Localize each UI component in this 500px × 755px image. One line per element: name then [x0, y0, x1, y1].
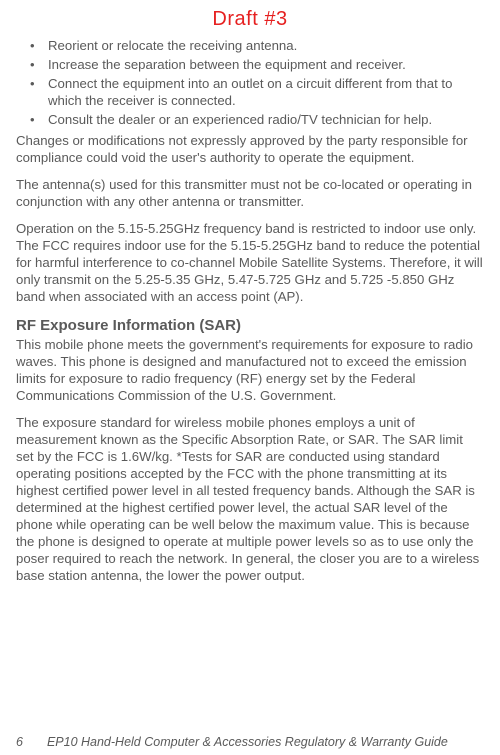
page-number: 6: [16, 735, 23, 749]
bullet-text: Increase the separation between the equi…: [48, 56, 484, 73]
body-paragraph: Operation on the 5.15-5.25GHz frequency …: [16, 220, 484, 305]
list-item: • Connect the equipment into an outlet o…: [30, 75, 484, 109]
bullet-marker: •: [30, 111, 48, 128]
list-item: • Consult the dealer or an experienced r…: [30, 111, 484, 128]
bullet-text: Consult the dealer or an experienced rad…: [48, 111, 484, 128]
bullet-text: Connect the equipment into an outlet on …: [48, 75, 484, 109]
bullet-list: • Reorient or relocate the receiving ant…: [16, 37, 484, 128]
bullet-text: Reorient or relocate the receiving anten…: [48, 37, 484, 54]
footer-title: EP10 Hand-Held Computer & Accessories Re…: [47, 735, 448, 749]
body-paragraph: Changes or modifications not expressly a…: [16, 132, 484, 166]
bullet-marker: •: [30, 37, 48, 54]
body-paragraph: The antenna(s) used for this transmitter…: [16, 176, 484, 210]
body-paragraph: The exposure standard for wireless mobil…: [16, 414, 484, 584]
document-page: Draft #3 • Reorient or relocate the rece…: [0, 0, 500, 755]
list-item: • Increase the separation between the eq…: [30, 56, 484, 73]
bullet-marker: •: [30, 56, 48, 73]
list-item: • Reorient or relocate the receiving ant…: [30, 37, 484, 54]
page-footer: 6 EP10 Hand-Held Computer & Accessories R…: [16, 735, 484, 749]
bullet-marker: •: [30, 75, 48, 109]
section-heading: RF Exposure Information (SAR): [16, 317, 484, 334]
draft-watermark: Draft #3: [16, 8, 484, 31]
body-paragraph: This mobile phone meets the government's…: [16, 336, 484, 404]
